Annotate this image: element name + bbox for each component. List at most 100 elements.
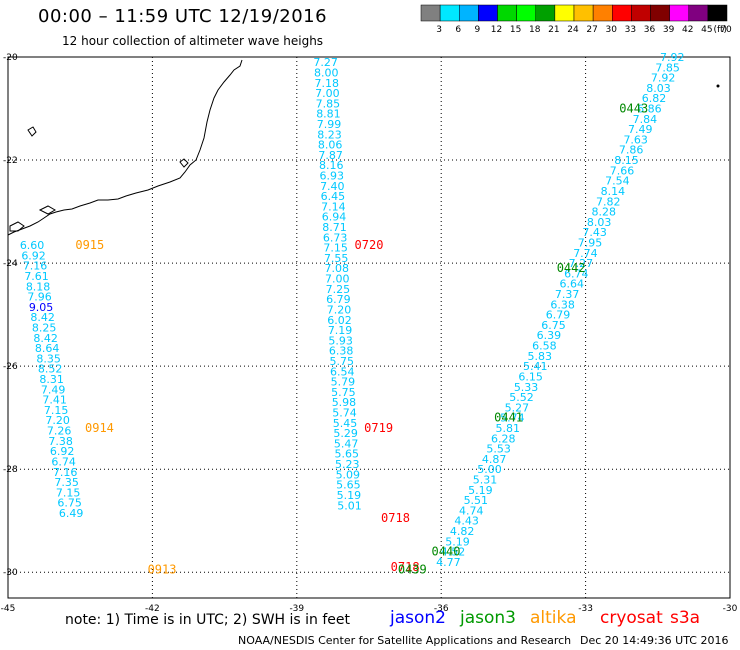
wave-height-value: 8.15	[614, 154, 639, 167]
colorbar-swatch	[497, 4, 517, 22]
wave-height-value: 7.16	[23, 260, 48, 273]
wave-height-value: 6.02	[327, 314, 352, 327]
wave-height-value: 5.75	[329, 355, 354, 368]
island-dot	[716, 84, 720, 88]
wave-height-value: 7.20	[327, 303, 352, 316]
wave-height-value: 5.27	[505, 401, 530, 414]
pass-time-label: 0443	[619, 102, 648, 116]
longitude-label: -42	[145, 604, 160, 614]
footer-note: note: 1) Time is in UTC; 2) SWH is in fe…	[65, 612, 351, 628]
wave-height-value: 6.15	[518, 370, 543, 383]
footer-credit: NOAA/NESDIS Center for Satellite Applica…	[238, 634, 572, 647]
wave-height-value: 8.35	[36, 352, 61, 365]
wave-height-value: 5.75	[331, 386, 356, 399]
wave-height-value: 5.65	[334, 448, 359, 461]
wave-height-value: 7.41	[42, 394, 67, 407]
wave-height-value: 6.79	[546, 309, 571, 322]
wave-height-value: 7.61	[24, 270, 49, 283]
pass-time-label: 0442	[557, 261, 586, 275]
wave-height-value: 8.00	[314, 66, 339, 79]
longitude-label: -39	[289, 604, 304, 614]
wave-height-value: 6.54	[330, 365, 355, 378]
wave-height-value: 5.74	[332, 407, 357, 420]
wave-height-value: 7.49	[41, 383, 66, 396]
colorbar-label: 33	[625, 25, 636, 35]
colorbar-swatch	[669, 4, 689, 22]
wave-height-value: 4.74	[459, 504, 484, 517]
colorbar-label: 36	[644, 25, 656, 35]
satellite-legend-item: altika	[530, 608, 577, 628]
wave-height-value: 5.23	[335, 458, 360, 471]
map-grid: -45 -42 -39 -36 -33 -30 -20 -22 -24 -26 -28 -30	[1, 53, 738, 614]
wave-height-value: 8.42	[33, 332, 58, 345]
colorbar-swatch	[478, 4, 498, 22]
wave-height-value: 7.92	[660, 51, 685, 64]
wave-height-value: 6.39	[537, 329, 562, 342]
wave-height-value: 7.92	[651, 72, 676, 85]
colorbar-swatch	[459, 4, 479, 22]
wave-height-value: 8.52	[38, 363, 63, 376]
wave-height-value: 5.19	[468, 484, 493, 497]
pass-time-label: 0718	[391, 560, 420, 574]
colorbar-swatch	[612, 4, 632, 22]
wave-height-value: 4.77	[436, 556, 461, 569]
longitude-label: -36	[434, 604, 449, 614]
map-subtitle: 12 hour collection of altimeter wave hei…	[62, 34, 324, 48]
wave-height-value: 8.28	[591, 206, 616, 219]
wave-height-value: 4.87	[482, 453, 507, 466]
latitude-label: -20	[3, 53, 18, 63]
wave-height-value: 5.51	[464, 494, 489, 507]
longitude-label: -45	[1, 604, 16, 614]
wave-height-value: 6.82	[642, 92, 667, 105]
wave-height-value: 7.63	[623, 133, 648, 146]
wave-height-value: 6.58	[532, 340, 557, 353]
wave-height-value: 7.82	[596, 195, 621, 208]
wave-height-value: 5.74	[500, 412, 525, 425]
wave-height-value: 7.95	[578, 236, 603, 249]
wave-height-value: 5.09	[336, 468, 361, 481]
wave-height-value: 7.26	[47, 425, 72, 438]
wave-height-value: 8.71	[322, 221, 347, 234]
wave-height-value: 7.00	[325, 273, 350, 286]
colorbar-label: 21	[548, 25, 559, 35]
wave-height-value: 5.00	[477, 463, 502, 476]
wave-height-value: 7.25	[326, 283, 351, 296]
latitude-label: -24	[3, 259, 18, 269]
satellite-legend-item: s3a	[670, 608, 701, 628]
wave-height-value: 4.82	[450, 525, 475, 538]
wave-height-value: 7.27	[313, 56, 338, 69]
wave-height-value: 8.31	[39, 373, 64, 386]
pass-time-label: 0718	[381, 511, 410, 525]
wave-height-value: 8.16	[319, 159, 344, 172]
colorbar-swatch	[592, 4, 613, 22]
wave-height-value: 6.86	[637, 103, 662, 116]
island	[9, 221, 25, 232]
wave-height-value: 7.27	[569, 257, 594, 270]
pass-time-label: 0720	[355, 238, 384, 252]
map-frame	[7, 56, 731, 599]
pass-time-label: 0914	[85, 421, 114, 435]
satellite-legend-item: cryosat	[600, 608, 663, 628]
longitude-label: -33	[578, 604, 593, 614]
wave-height-value: 9.05	[29, 301, 54, 314]
wave-height-value: 5.65	[336, 479, 361, 492]
wave-height-value: 7.84	[633, 113, 658, 126]
wave-height-value: 6.38	[329, 345, 354, 358]
wave-height-value: 5.83	[528, 350, 553, 363]
wave-height-value: 7.87	[318, 149, 343, 162]
footer-date: Dec 20 14:49:36 UTC 2016	[580, 634, 729, 647]
colorbar-label: 30	[606, 25, 618, 35]
colorbar-swatch	[439, 4, 460, 22]
wave-height-value: 8.81	[316, 108, 341, 121]
wave-height-value: 5.33	[514, 381, 539, 394]
coastline	[7, 59, 243, 236]
pass-time-label: 0719	[364, 421, 393, 435]
wave-height-value: 7.49	[628, 123, 653, 136]
wave-height-value: 6.49	[59, 507, 84, 520]
colorbar-swatch	[688, 4, 709, 22]
wave-height-value: 5.81	[496, 422, 521, 435]
wave-height-value: 7.35	[54, 476, 79, 489]
wave-height-value: 6.60	[20, 239, 45, 252]
wave-height-value: 4.43	[454, 515, 479, 528]
island	[38, 205, 57, 215]
